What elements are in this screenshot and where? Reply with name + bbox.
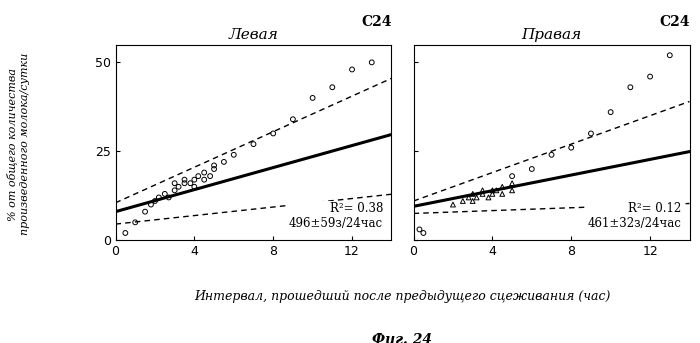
Point [228, 152, 239, 157]
Point [146, 202, 157, 207]
Point [346, 67, 358, 72]
Point [189, 184, 200, 190]
Point [566, 145, 577, 151]
Point [467, 191, 478, 197]
Point [526, 166, 538, 172]
Title: Левая: Левая [228, 28, 279, 42]
Point [463, 195, 475, 200]
Text: C24: C24 [361, 15, 391, 29]
Point [193, 173, 204, 179]
Point [507, 188, 518, 193]
Text: R²= 0.12
461±32з/24час: R²= 0.12 461±32з/24час [587, 202, 681, 230]
Point [327, 84, 338, 90]
Text: Фиг. 24: Фиг. 24 [372, 333, 433, 343]
Point [467, 198, 478, 204]
Point [507, 180, 518, 186]
Point [546, 152, 557, 157]
Point [204, 173, 216, 179]
Point [149, 198, 160, 204]
Point [189, 177, 200, 182]
Point [163, 195, 174, 200]
Point [139, 209, 150, 214]
Point [664, 52, 676, 58]
Point [199, 177, 210, 182]
Point [645, 74, 656, 79]
Point [209, 166, 220, 172]
Point [169, 188, 180, 193]
Point [496, 191, 507, 197]
Point [625, 84, 636, 90]
Point [153, 195, 164, 200]
Point [585, 131, 596, 136]
Text: R²= 0.38
496±59з/24час: R²= 0.38 496±59з/24час [289, 202, 383, 230]
Point [169, 180, 180, 186]
Point [248, 141, 259, 147]
Point [185, 180, 196, 186]
Point [486, 188, 498, 193]
Point [159, 191, 170, 197]
Point [120, 230, 131, 236]
Point [447, 202, 458, 207]
Point [307, 95, 318, 100]
Point [471, 195, 482, 200]
Point [477, 191, 488, 197]
Title: Правая: Правая [522, 28, 582, 42]
Point [218, 159, 230, 165]
Point [366, 60, 377, 65]
Text: Интервал, прошедший после предыдущего сцеживания (час): Интервал, прошедший после предыдущего сц… [195, 290, 610, 303]
Point [483, 195, 494, 200]
Point [179, 177, 190, 182]
Point [605, 109, 616, 115]
Point [209, 163, 220, 168]
Point [179, 180, 190, 186]
Point [287, 117, 298, 122]
Point [457, 198, 468, 204]
Point [414, 227, 425, 232]
Point [491, 188, 502, 193]
Text: C24: C24 [659, 15, 690, 29]
Point [173, 184, 184, 190]
Point [477, 188, 488, 193]
Point [507, 173, 518, 179]
Point [267, 131, 279, 136]
Point [130, 220, 141, 225]
Text: % от общего количества
произведенного молока/сутки: % от общего количества произведенного мо… [7, 53, 30, 235]
Point [199, 170, 210, 175]
Point [496, 184, 507, 190]
Point [418, 230, 429, 236]
Point [486, 191, 498, 197]
